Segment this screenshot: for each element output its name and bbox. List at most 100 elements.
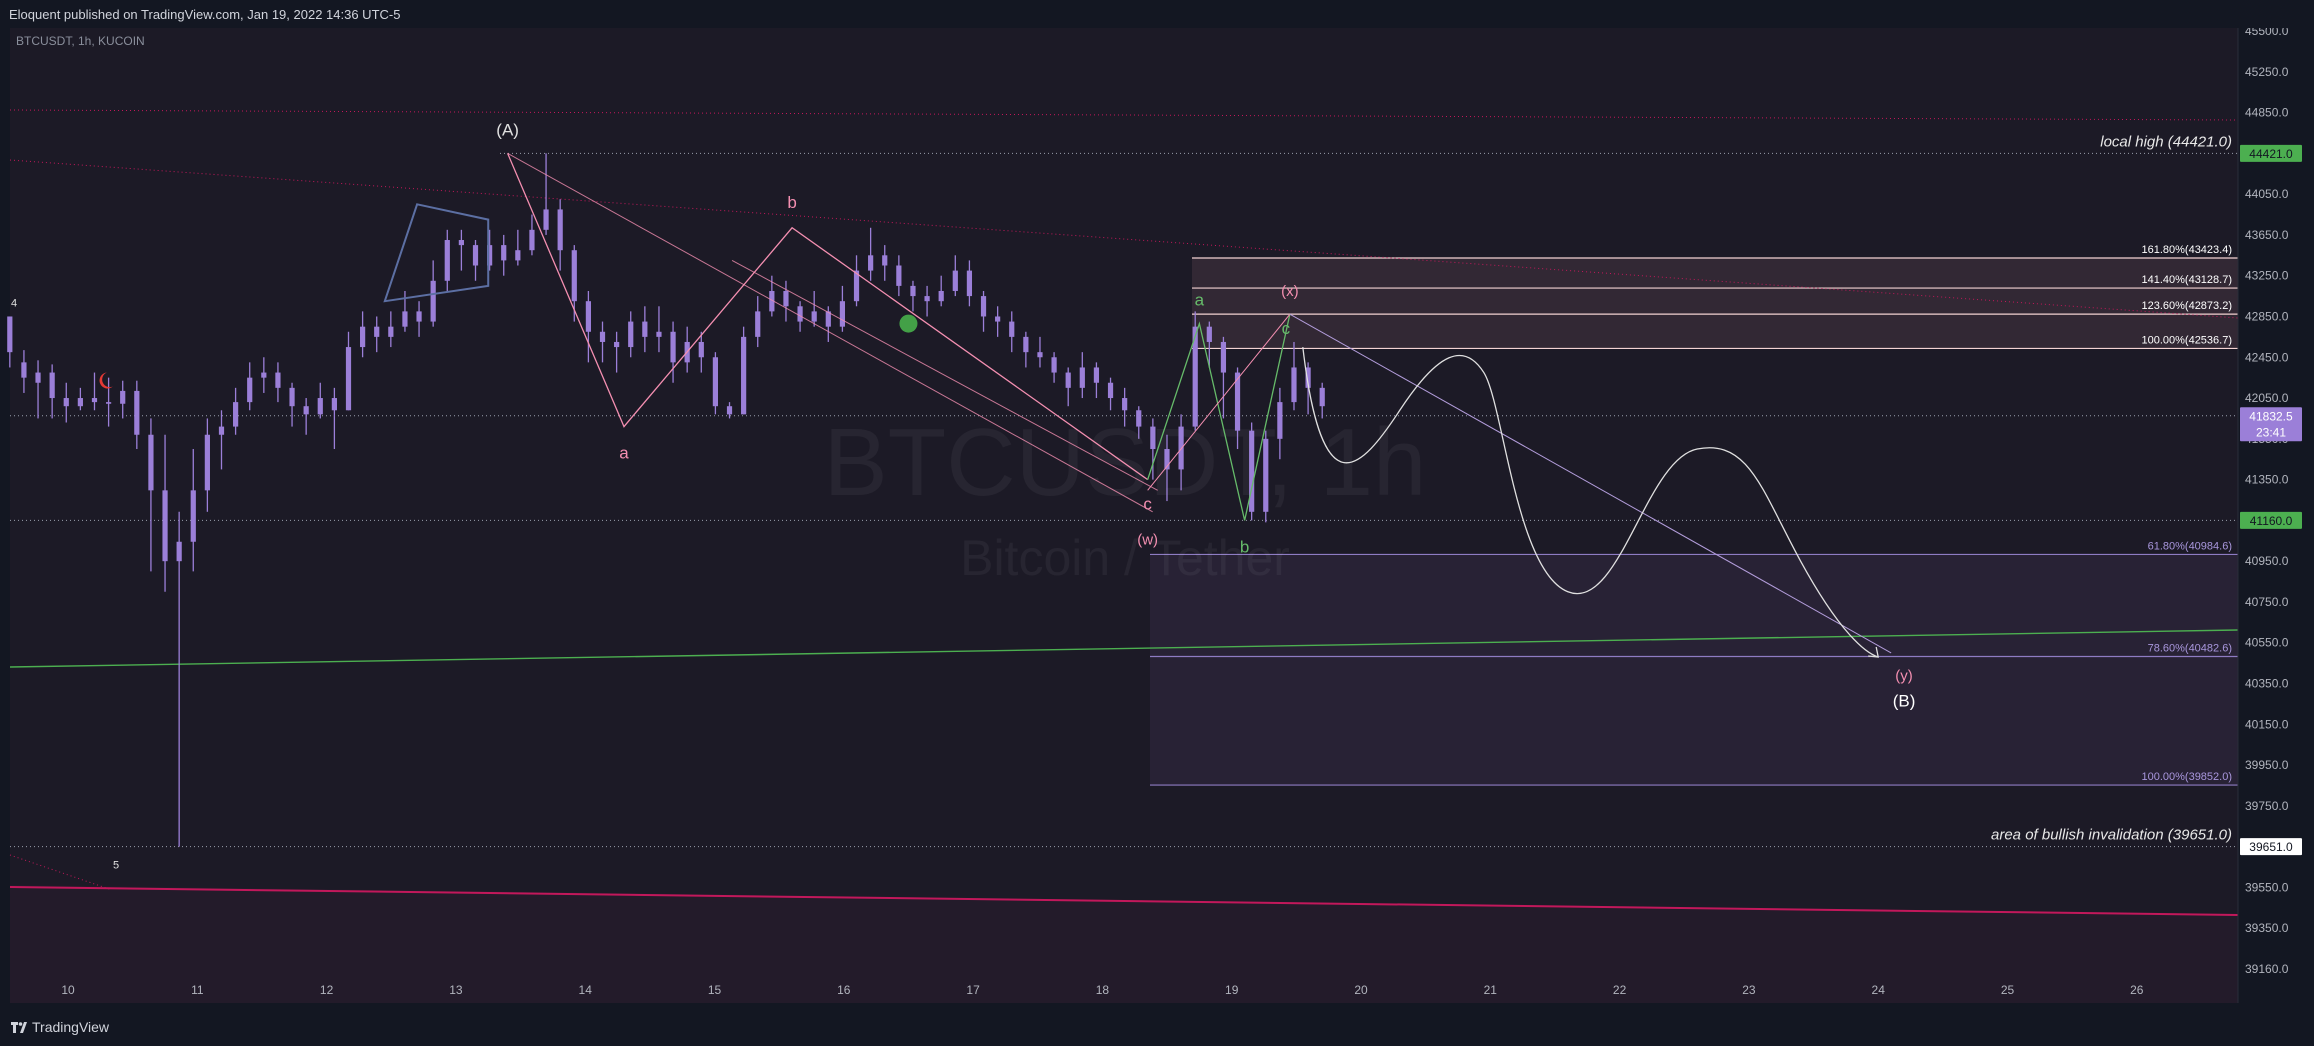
tradingview-logo[interactable]: TradingView xyxy=(11,1019,109,1035)
candle xyxy=(1249,422,1255,521)
x-tick-label: 17 xyxy=(966,983,980,997)
candle xyxy=(557,199,563,271)
wave-label-y: (y) xyxy=(1895,667,1913,684)
candle xyxy=(924,285,930,317)
candle-body xyxy=(557,209,563,251)
price-tag: 41160.0 xyxy=(2240,511,2302,529)
wave-label-B: (B) xyxy=(1893,691,1916,710)
lower-shaded-zone xyxy=(10,885,2238,1003)
watermark: BTCUSDT, 1h Bitcoin / Tether xyxy=(824,409,1427,586)
candle xyxy=(1136,406,1142,439)
candle xyxy=(980,290,987,332)
candle-body xyxy=(571,250,577,302)
candle-body xyxy=(825,311,831,327)
candle-body xyxy=(247,377,253,403)
candle-body xyxy=(868,255,874,271)
candle-body xyxy=(1319,387,1325,407)
candle-body xyxy=(162,490,168,562)
candle xyxy=(1263,430,1269,523)
candle-body xyxy=(416,311,422,322)
candle xyxy=(726,402,733,419)
trendlines xyxy=(9,109,2239,916)
candle-body xyxy=(924,296,930,302)
candle xyxy=(1319,382,1325,419)
candle xyxy=(599,321,606,363)
candle-body xyxy=(882,255,888,266)
candle-body xyxy=(317,398,323,415)
candle xyxy=(853,255,860,307)
candle xyxy=(289,382,295,427)
candle-body xyxy=(1178,426,1184,470)
candle xyxy=(910,280,916,312)
candle-body xyxy=(35,372,41,383)
candle-body xyxy=(218,426,225,435)
published-text: Eloquent published on TradingView.com, J… xyxy=(9,7,401,22)
y-tick-label: 43650.0 xyxy=(2245,228,2289,242)
candle xyxy=(1178,414,1184,491)
candle xyxy=(543,153,549,235)
candle-body xyxy=(233,402,239,427)
candle xyxy=(995,306,1001,337)
candle-body xyxy=(797,306,803,322)
lower-trend-line xyxy=(9,886,2239,916)
price-tag-bg xyxy=(2240,144,2302,162)
candle-body xyxy=(190,490,196,542)
symbol-label: BTCUSDT, 1h, KUCOIN xyxy=(16,34,145,48)
candle-body xyxy=(995,316,1001,322)
candle xyxy=(247,362,253,411)
upper-trend-dotted xyxy=(9,109,2239,121)
candle-body xyxy=(515,250,521,261)
candle xyxy=(444,229,450,291)
green-marker-dot xyxy=(899,314,918,333)
candle xyxy=(1150,418,1156,480)
candle xyxy=(416,301,422,337)
candle xyxy=(162,434,168,592)
candle xyxy=(585,290,591,363)
candle xyxy=(1122,387,1128,427)
candle xyxy=(218,410,225,470)
candle-body xyxy=(614,341,620,348)
candle xyxy=(1065,367,1071,407)
fib-label-100-lower: 100.00%(39852.0) xyxy=(2141,771,2232,783)
candle-body xyxy=(105,402,112,404)
candle xyxy=(388,311,394,348)
candle-body xyxy=(501,245,507,261)
candle-body xyxy=(755,311,761,337)
price-tag: 44421.0 xyxy=(2240,144,2302,162)
wave-abc-line xyxy=(507,153,1149,481)
candle xyxy=(882,245,888,281)
candle-body xyxy=(1206,326,1212,342)
fib-label-100-upper: 100.00%(42536.7) xyxy=(2141,334,2232,346)
candle xyxy=(614,331,620,373)
candle xyxy=(458,229,464,271)
candle-body xyxy=(1136,410,1142,427)
y-tick-label: 40950.0 xyxy=(2245,554,2289,568)
candle-body xyxy=(811,311,817,322)
candle xyxy=(1023,331,1029,368)
x-tick-label: 13 xyxy=(449,983,463,997)
wave-label-5: 5 xyxy=(113,860,119,872)
candle-body xyxy=(472,245,479,266)
candle-body xyxy=(1051,357,1057,373)
candle xyxy=(1037,336,1043,368)
candle xyxy=(712,352,719,415)
candle xyxy=(487,229,493,271)
candle-body xyxy=(1291,367,1297,403)
lower-zone-shade xyxy=(10,885,2238,1003)
x-tick-label: 26 xyxy=(2130,983,2144,997)
candle xyxy=(783,280,789,322)
footer-brand: TradingView xyxy=(32,1019,110,1035)
candle-body xyxy=(529,229,535,251)
candle-body xyxy=(7,316,13,353)
candle-body xyxy=(599,331,606,342)
time-axis[interactable]: 10 11 12 13 14 15 16 17 18 19 20 21 22 23 24 25 26 xyxy=(0,983,2238,1010)
candle-body xyxy=(980,296,987,317)
candle-body xyxy=(63,398,69,407)
candle xyxy=(374,316,380,353)
candles xyxy=(7,153,1325,847)
price-tag-value: 41832.5 xyxy=(2249,409,2293,423)
candle xyxy=(642,306,648,353)
candle xyxy=(670,321,676,383)
candle xyxy=(868,227,874,281)
